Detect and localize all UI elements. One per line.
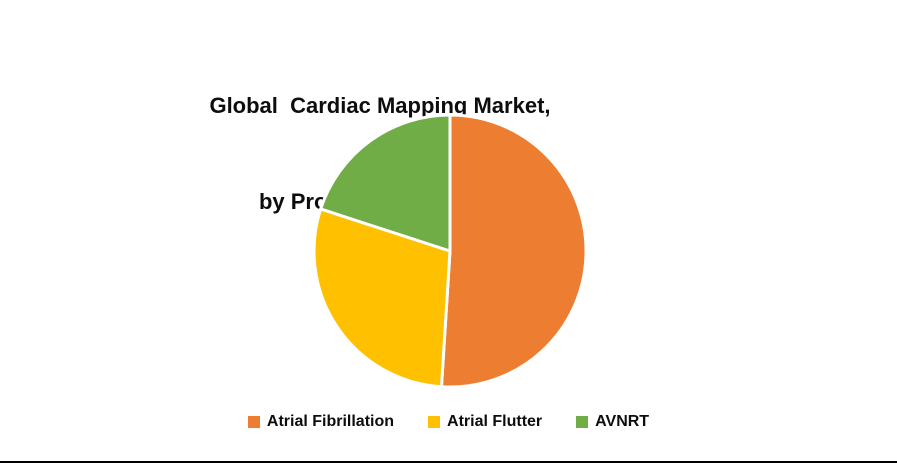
pie-slice-avnrt (319, 113, 452, 253)
bottom-border-line (0, 461, 897, 463)
chart-title-line-1: Global Cardiac Mapping Market, (209, 93, 551, 118)
pie-chart-svg (312, 113, 588, 389)
legend-marker-avnrt (576, 416, 589, 428)
legend-item-atrial-fibrillation: Atrial Fibrillation (247, 413, 395, 431)
legend-item-atrial-flutter: Atrial Flutter (428, 413, 542, 431)
pie-slice-atrial-flutter (312, 207, 452, 389)
legend-marker-atrial-fibrillation (247, 416, 260, 428)
legend-item-avnrt: AVNRT (576, 413, 649, 431)
legend-label-atrial-flutter: Atrial Flutter (447, 413, 543, 430)
legend-marker-atrial-flutter (428, 416, 441, 428)
chart-legend: Atrial Fibrillation Atrial Flutter AVNRT (0, 413, 897, 431)
pie-slice-atrial-fibrillation (439, 113, 588, 389)
legend-label-avnrt: AVNRT (595, 413, 650, 430)
legend-label-atrial-fibrillation: Atrial Fibrillation (266, 413, 395, 430)
pie-chart (310, 111, 590, 391)
